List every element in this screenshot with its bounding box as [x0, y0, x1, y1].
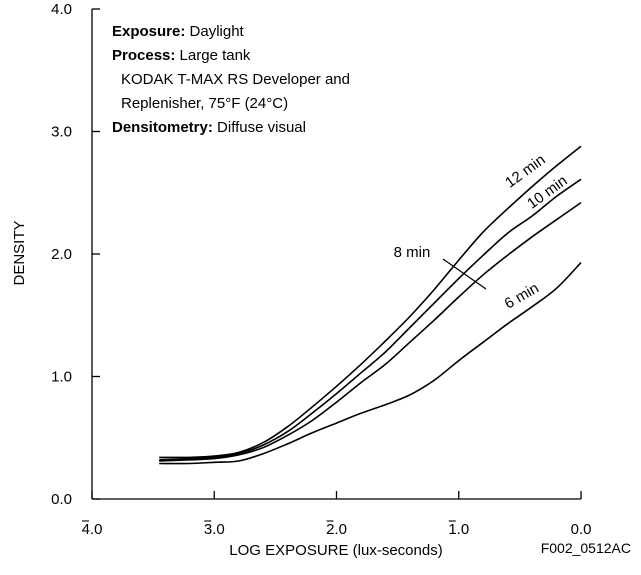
info-value: KODAK T-MAX RS Developer and	[121, 71, 350, 88]
info-heading: Densitometry:	[112, 119, 213, 136]
series-lines	[159, 145, 582, 465]
info-heading: Exposure:	[112, 23, 185, 40]
info-line: Exposure: Daylight	[112, 23, 245, 40]
series-line-8-min	[159, 201, 582, 462]
y-tick-label: 0.0	[51, 491, 72, 508]
info-value: Diffuse visual	[213, 119, 306, 136]
x-axis-label: LOG EXPOSURE (lux-seconds)	[229, 542, 442, 559]
info-line: KODAK T-MAX RS Developer and	[121, 71, 350, 88]
y-tick-label: 1.0	[51, 369, 72, 386]
y-tick-label: 2.0	[51, 246, 72, 263]
figure-id: F002_0512AC	[541, 540, 631, 556]
info-value: Large tank	[175, 47, 251, 64]
curve-label-6-min: 6 min	[502, 280, 542, 313]
info-value: Daylight	[185, 23, 244, 40]
series-line-12-min	[159, 145, 582, 459]
x-tick-label: 3.0	[204, 521, 225, 538]
y-tick-label: 3.0	[51, 124, 72, 141]
info-line: Process: Large tank	[112, 47, 251, 64]
info-heading: Process:	[112, 47, 175, 64]
curve-label-8-min: 8 min	[394, 244, 431, 261]
x-tick-label: 1.0	[448, 521, 469, 538]
y-axis-label: DENSITY	[11, 220, 28, 285]
series-line-10-min	[159, 178, 582, 461]
info-value: Replenisher, 75°F (24°C)	[121, 95, 288, 112]
y-axis-ticks: 0.0 1.0 2.0 3.0 4.0	[51, 1, 100, 508]
y-tick-label: 4.0	[51, 1, 72, 18]
x-tick-label: 4.0	[82, 521, 103, 538]
curve-label-leader	[442, 258, 487, 290]
x-tick-label: 2.0	[326, 521, 347, 538]
info-line: Densitometry: Diffuse visual	[112, 119, 306, 136]
curve-label-10-min: 10 min	[524, 172, 570, 212]
info-line: Replenisher, 75°F (24°C)	[121, 95, 288, 112]
series-line-6-min	[159, 262, 582, 465]
info-block: Exposure: Daylight Process: Large tank KOD…	[112, 23, 350, 136]
x-axis-ticks: 4.0 3.0 2.0 1.0 0.0	[82, 491, 592, 538]
x-tick-label: 0.0	[571, 521, 592, 538]
